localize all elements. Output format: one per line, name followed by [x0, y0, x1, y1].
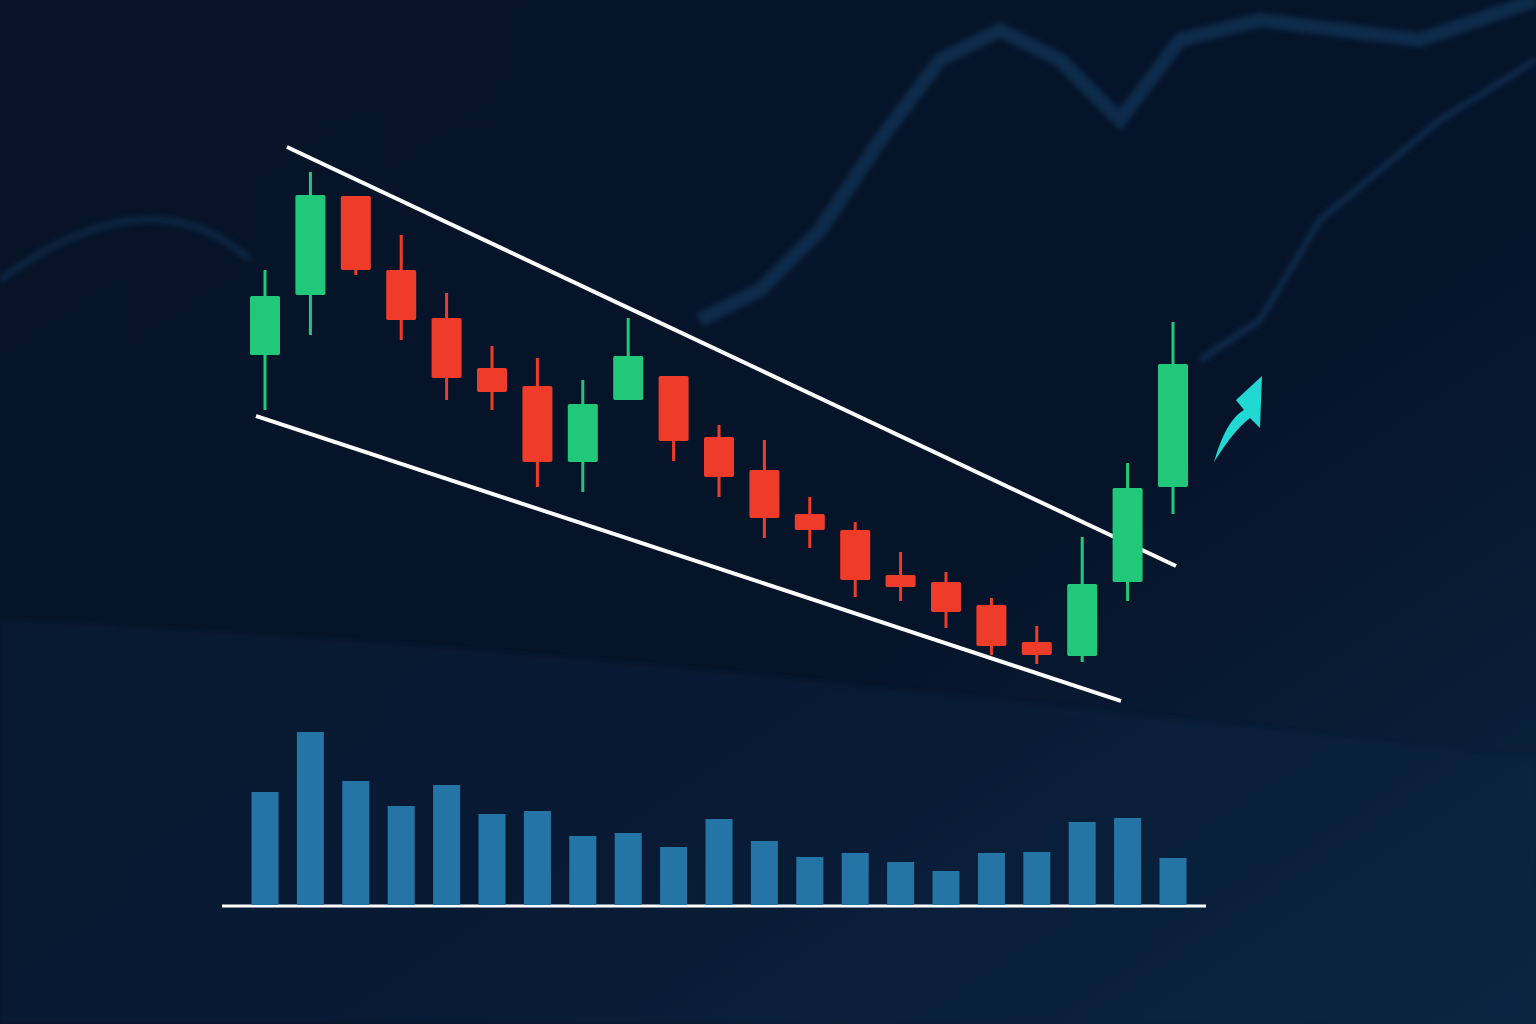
- candle-body: [340, 196, 371, 270]
- candle-body: [250, 296, 280, 355]
- candle-body: [704, 437, 734, 477]
- volume-bar: [569, 836, 597, 905]
- candle-body: [1067, 584, 1098, 656]
- volume-bar: [796, 857, 824, 905]
- volume-bar: [614, 833, 642, 905]
- volume-bar: [251, 792, 279, 905]
- volume-bar: [1023, 852, 1051, 905]
- volume-bar: [342, 781, 370, 905]
- volume-bar: [296, 732, 324, 905]
- candle-body: [567, 404, 598, 462]
- candle-body: [522, 386, 553, 462]
- volume-bar: [977, 853, 1005, 905]
- candle-body: [1158, 364, 1188, 487]
- candle-body: [1021, 642, 1052, 655]
- candle-body: [931, 582, 961, 612]
- breakout-arrow: [1214, 376, 1262, 462]
- candle-body: [794, 514, 825, 530]
- volume-bar: [660, 847, 688, 905]
- candle-body: [885, 575, 916, 587]
- candle-body: [658, 376, 689, 441]
- volume-bar: [523, 811, 551, 905]
- candle-body: [976, 605, 1007, 646]
- volume-bar: [478, 814, 506, 905]
- volume-bar: [887, 862, 915, 905]
- volume-bar: [387, 806, 415, 905]
- volume-bar: [1068, 822, 1096, 905]
- candle-body: [295, 195, 326, 295]
- lower-trendline: [255, 414, 1122, 703]
- volume-bar: [841, 853, 869, 905]
- volume-bar: [705, 819, 733, 905]
- candle-body: [749, 470, 780, 518]
- volume-bar: [1159, 858, 1187, 905]
- volume-bar: [750, 841, 778, 905]
- candle-body: [613, 356, 644, 400]
- candle-body: [840, 530, 871, 580]
- candle-body: [386, 270, 417, 320]
- candle-body: [477, 368, 507, 392]
- volume-bar: [433, 785, 461, 905]
- upper-trendline: [286, 145, 1177, 568]
- candle-body: [1112, 488, 1143, 582]
- candle-body: [431, 318, 462, 378]
- volume-bar: [1114, 818, 1142, 905]
- volume-bar: [932, 871, 960, 905]
